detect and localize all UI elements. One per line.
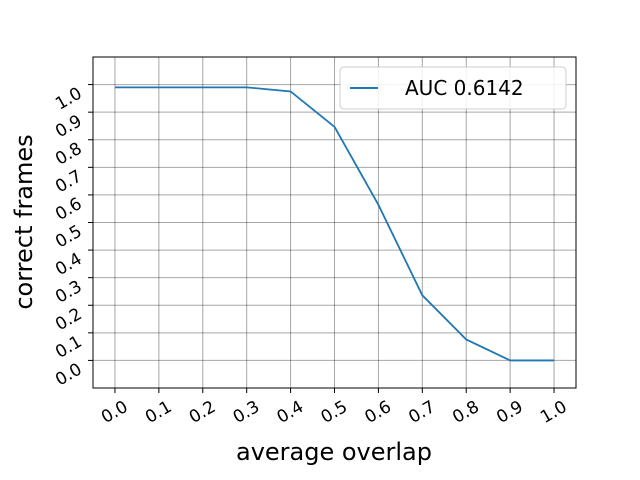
legend-label: AUC 0.6142 xyxy=(405,76,524,100)
x-tick-label: 0.6 xyxy=(361,397,394,428)
y-tick-label: 1.0 xyxy=(52,84,85,115)
legend: AUC 0.6142 xyxy=(339,66,567,110)
y-tick-label: 0.9 xyxy=(52,111,85,142)
x-tick-label: 0.2 xyxy=(186,397,219,428)
x-tick-label: 0.1 xyxy=(142,397,175,428)
x-tick-label: 1.0 xyxy=(537,397,570,428)
y-tick-label: 0.8 xyxy=(52,139,85,170)
x-axis-label: average overlap xyxy=(236,438,432,466)
y-tick-label: 0.4 xyxy=(52,249,85,280)
y-tick-label: 0.5 xyxy=(52,222,85,253)
x-tick-label: 0.4 xyxy=(274,397,307,428)
y-axis-label: correct frames xyxy=(10,134,38,309)
y-tick-label: 0.6 xyxy=(52,194,85,225)
x-tick-label: 0.7 xyxy=(405,397,438,428)
y-tick-label: 0.3 xyxy=(52,277,85,308)
x-tick-label: 0.9 xyxy=(493,397,526,428)
x-tick-label: 0.0 xyxy=(98,397,131,428)
y-tick-label: 0.1 xyxy=(52,332,85,363)
x-tick-label: 0.8 xyxy=(449,397,482,428)
x-tick-label: 0.5 xyxy=(318,397,351,428)
legend-box xyxy=(339,66,567,110)
data-line xyxy=(114,86,555,362)
x-tick-label: 0.3 xyxy=(230,397,263,428)
y-tick-label: 0.2 xyxy=(52,304,85,335)
y-tick-label: 0.0 xyxy=(52,359,85,390)
plot-frame xyxy=(92,56,577,389)
y-tick-label: 0.7 xyxy=(52,166,85,197)
